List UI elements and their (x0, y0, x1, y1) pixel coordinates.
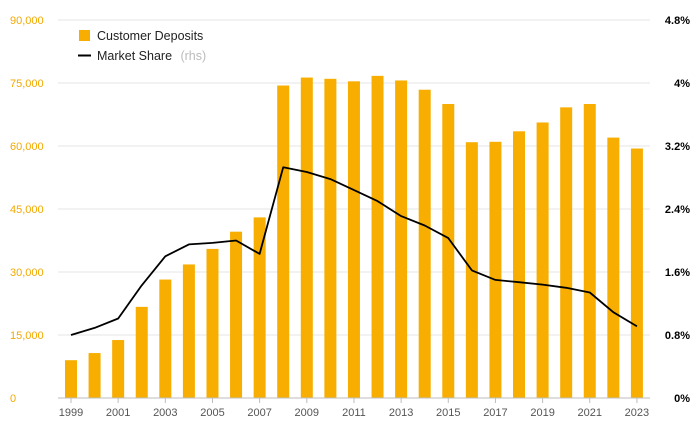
bar-customer-deposits (135, 306, 148, 398)
x-tick-label: 2009 (295, 407, 319, 419)
bar-customer-deposits (65, 360, 77, 398)
bars-customer-deposits (65, 75, 643, 399)
legend: Customer Deposits Market Share (rhs) (78, 29, 206, 64)
x-tick-label: 2007 (247, 407, 271, 419)
axes: 0 0% 15,000 0.8% 30,000 1.6% 45,000 2.4% 60,000 3… (10, 15, 690, 419)
bar-customer-deposits (536, 122, 549, 398)
bar-customer-deposits (395, 80, 408, 398)
y-right-tick-label: 3.2% (665, 141, 690, 153)
y-left-tick-label: 0 (10, 393, 16, 405)
legend-label-rhs: (rhs) (180, 49, 206, 63)
y-left-tick-label: 60,000 (10, 141, 44, 153)
market-share-line (70, 166, 638, 336)
x-tick-label: 2013 (389, 407, 413, 419)
y-left-tick-label: 15,000 (10, 330, 44, 342)
bar-customer-deposits (442, 104, 455, 398)
legend-label-market-share-group: Market Share (rhs) (97, 47, 206, 64)
y-right-tick-label: 4% (674, 78, 690, 90)
y-right-tick-label: 4.8% (665, 15, 690, 27)
y-right-tick-label: 1.6% (665, 267, 690, 279)
x-tick-label: 2023 (625, 407, 649, 419)
x-tick-label: 2011 (342, 407, 366, 419)
y-left-tick-label: 45,000 (10, 204, 44, 216)
legend-label-customer-deposits: Customer Deposits (97, 29, 203, 43)
x-tick-label: 2003 (153, 407, 177, 419)
x-tick-label: 2017 (483, 407, 507, 419)
bar-customer-deposits (159, 279, 172, 398)
bar-customer-deposits (371, 75, 384, 399)
bar-customer-deposits (630, 148, 643, 398)
x-tick-label: 2001 (106, 407, 130, 419)
bar-customer-deposits (88, 353, 101, 398)
y-right-tick-label: 0% (674, 393, 690, 405)
bar-customer-deposits (513, 131, 526, 399)
bar-customer-deposits (324, 78, 337, 399)
bar-customer-deposits (182, 264, 195, 398)
bar-customer-deposits (230, 231, 243, 398)
y-left-tick-label: 75,000 (10, 78, 44, 90)
bar-customer-deposits (347, 81, 360, 398)
x-tick-label: 2021 (578, 407, 602, 419)
bar-customer-deposits (489, 141, 502, 399)
bar-customer-deposits (277, 85, 290, 399)
x-tick-label: 2019 (530, 407, 554, 419)
legend-swatch-customer-deposits (79, 30, 90, 41)
y-left-tick-label: 90,000 (10, 15, 44, 27)
bar-customer-deposits (560, 107, 573, 399)
y-right-tick-label: 2.4% (665, 204, 690, 216)
x-tick-label: 2005 (200, 407, 224, 419)
bar-customer-deposits (418, 89, 431, 398)
line-market-share (70, 166, 638, 336)
bar-customer-deposits (583, 104, 596, 398)
x-tick-label: 2015 (436, 407, 460, 419)
legend-label-market-share: Market Share (97, 49, 172, 63)
bar-customer-deposits (112, 340, 125, 398)
bar-customer-deposits (253, 217, 266, 398)
x-tick-label: 1999 (59, 407, 83, 419)
bar-customer-deposits (300, 77, 313, 398)
y-right-tick-label: 0.8% (665, 330, 690, 342)
bar-customer-deposits (206, 248, 219, 398)
bar-customer-deposits (607, 137, 620, 398)
y-left-tick-label: 30,000 (10, 267, 44, 279)
